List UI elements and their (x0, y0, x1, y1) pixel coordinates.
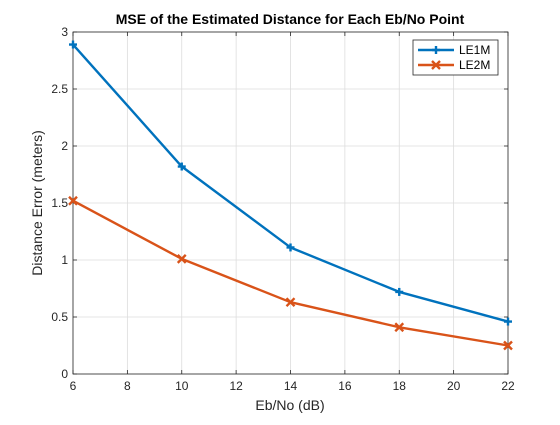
x-tick-label: 22 (501, 379, 515, 393)
data-point-le1m (395, 287, 404, 296)
legend-label-le2m: LE2M (459, 58, 490, 72)
chart-title: MSE of the Estimated Distance for Each E… (116, 11, 465, 27)
x-axis-label: Eb/No (dB) (255, 397, 324, 413)
data-point-le1m (286, 243, 295, 252)
legend-box (412, 39, 499, 76)
x-axis-ticks: 6 8 10 12 14 16 18 20 22 (70, 32, 515, 393)
y-axis-label: Distance Error (meters) (29, 130, 45, 275)
series-lines (68, 40, 513, 351)
data-point-le2m (394, 322, 405, 333)
data-point-le1m (69, 40, 77, 49)
y-tick-label: 2.5 (51, 82, 68, 96)
data-point-le2m (176, 254, 187, 264)
x-tick-label: 16 (338, 379, 352, 393)
y-tick-label: 3 (61, 25, 68, 39)
legend-entry-le1m: LE1M (418, 43, 490, 57)
legend-marker-symbol-le1m (432, 46, 440, 54)
legend-label-le1m: LE1M (459, 43, 490, 57)
x-tick-label: 6 (70, 379, 77, 393)
data-point-le2m (503, 340, 513, 351)
data-point-le1m (504, 317, 512, 326)
data-point-le2m (68, 195, 78, 206)
x-tick-label: 14 (284, 379, 298, 393)
x-tick-label: 8 (124, 379, 131, 393)
y-tick-label: 1.5 (51, 196, 68, 210)
legend-marker-le1m (432, 46, 440, 54)
y-tick-label: 0 (61, 367, 68, 381)
y-axis-ticks: 0 0.5 1 1.5 2 2.5 3 (51, 25, 508, 381)
y-tick-label: 1 (61, 253, 68, 267)
x-tick-label: 12 (229, 379, 243, 393)
x-tick-label: 20 (447, 379, 461, 393)
legend: LE1M LE2M (412, 39, 499, 76)
x-tick-label: 18 (393, 379, 407, 393)
legend-marker-symbol-le2m (431, 60, 441, 70)
y-tick-label: 0.5 (51, 310, 68, 324)
data-point-le1m (177, 162, 186, 171)
y-tick-label: 2 (61, 139, 68, 153)
legend-entry-le2m: LE2M (418, 58, 490, 72)
x-tick-label: 10 (175, 379, 189, 393)
legend-marker-le2m (431, 60, 441, 70)
data-point-le2m (285, 297, 296, 308)
